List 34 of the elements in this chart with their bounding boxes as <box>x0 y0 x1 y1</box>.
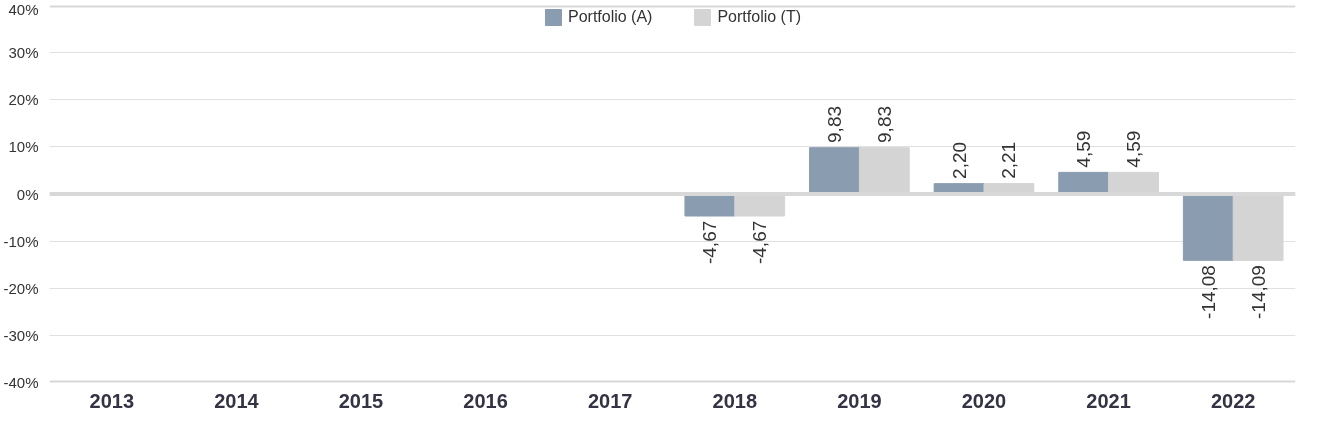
data-label: 2,20 <box>948 141 970 179</box>
x-tick-label: 2018 <box>712 389 758 412</box>
y-tick-label: 0% <box>16 185 39 203</box>
data-label: -4,67 <box>749 220 771 265</box>
bar <box>684 193 736 217</box>
legend-label: Portfolio (T) <box>717 8 802 26</box>
y-tick-label: -40% <box>3 374 39 391</box>
y-tick-label: -30% <box>3 326 39 344</box>
bar <box>1182 193 1234 261</box>
data-label: 9,83 <box>823 105 845 143</box>
y-tick-label: 20% <box>8 91 39 109</box>
y-tick-label: -20% <box>3 279 39 297</box>
y-tick-label: 10% <box>8 138 39 156</box>
x-tick-label: 2013 <box>89 389 135 412</box>
data-label: 9,83 <box>873 105 895 143</box>
data-label: 4,59 <box>1123 130 1145 168</box>
x-tick-label: 2014 <box>214 389 260 412</box>
x-tick-label: 2021 <box>1086 389 1131 412</box>
data-label: -14,09 <box>1247 265 1269 319</box>
data-label: -14,08 <box>1197 265 1219 319</box>
data-label: 2,21 <box>998 141 1020 179</box>
x-tick-label: 2015 <box>338 389 384 412</box>
x-tick-label: 2017 <box>587 389 633 412</box>
y-tick-label: 30% <box>8 44 39 62</box>
x-tick-label: 2020 <box>961 389 1007 412</box>
legend-label: Portfolio (A) <box>567 8 653 26</box>
x-tick-label: 2019 <box>837 389 882 412</box>
y-tick-label: 40% <box>8 0 39 18</box>
data-label: -4,67 <box>699 220 721 265</box>
x-tick-label: 2022 <box>1210 389 1256 412</box>
y-tick-label: -10% <box>3 232 39 250</box>
bar <box>809 147 860 195</box>
data-label: 4,59 <box>1073 130 1095 168</box>
x-tick-label: 2016 <box>463 389 508 412</box>
